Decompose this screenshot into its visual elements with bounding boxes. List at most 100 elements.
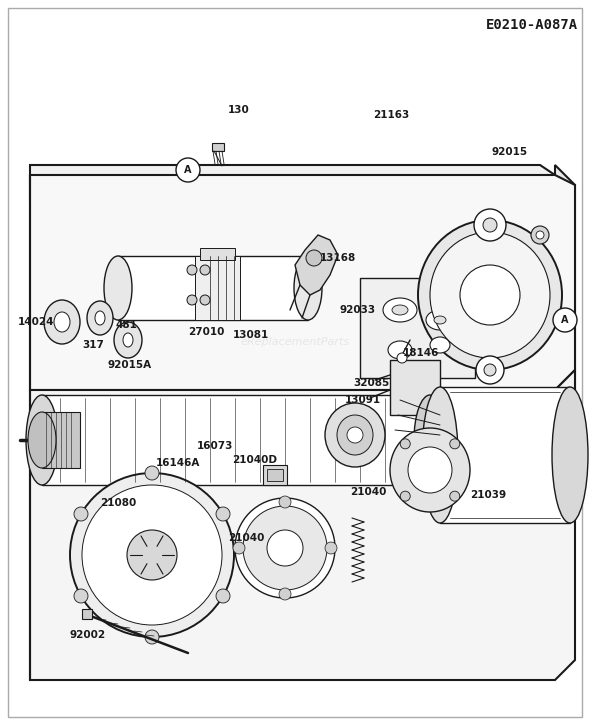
Ellipse shape	[294, 256, 322, 320]
Text: E0210-A087A: E0210-A087A	[486, 18, 578, 32]
Ellipse shape	[325, 403, 385, 467]
Text: 14024: 14024	[18, 317, 54, 327]
Ellipse shape	[28, 412, 56, 468]
Ellipse shape	[114, 322, 142, 358]
Ellipse shape	[95, 311, 105, 325]
Bar	[360, 278, 475, 378]
Text: 92015A: 92015A	[108, 360, 152, 370]
Ellipse shape	[104, 256, 132, 320]
Ellipse shape	[422, 387, 458, 523]
Text: 27010: 27010	[188, 327, 224, 337]
Text: eReplacementParts: eReplacementParts	[241, 337, 349, 347]
Circle shape	[325, 542, 337, 554]
Ellipse shape	[26, 395, 58, 485]
Circle shape	[200, 265, 210, 275]
Bar	[118, 256, 308, 320]
Circle shape	[536, 231, 544, 239]
Circle shape	[400, 491, 410, 501]
Circle shape	[400, 439, 410, 449]
Bar	[82, 609, 92, 619]
Ellipse shape	[388, 341, 412, 359]
Circle shape	[531, 226, 549, 244]
Ellipse shape	[347, 427, 363, 443]
Ellipse shape	[426, 310, 454, 330]
Bar	[390, 360, 440, 415]
Polygon shape	[30, 370, 575, 680]
Circle shape	[553, 308, 577, 332]
Bar	[42, 395, 430, 485]
Bar	[200, 248, 235, 260]
Circle shape	[306, 250, 322, 266]
Circle shape	[70, 473, 234, 637]
Ellipse shape	[434, 316, 446, 324]
Ellipse shape	[337, 415, 373, 455]
Circle shape	[397, 353, 407, 363]
Ellipse shape	[54, 312, 70, 332]
Circle shape	[200, 295, 210, 305]
Text: 18146: 18146	[403, 348, 440, 358]
Ellipse shape	[418, 220, 562, 370]
Text: 13168: 13168	[320, 253, 356, 263]
Ellipse shape	[390, 428, 470, 512]
Text: 21040: 21040	[228, 533, 264, 543]
Polygon shape	[555, 165, 575, 470]
Text: 21080: 21080	[100, 498, 136, 508]
Circle shape	[74, 589, 88, 603]
Text: 130: 130	[228, 105, 250, 115]
Ellipse shape	[87, 301, 113, 335]
Ellipse shape	[408, 447, 452, 493]
Text: A: A	[561, 315, 569, 325]
Polygon shape	[30, 175, 575, 390]
Ellipse shape	[383, 298, 417, 322]
Circle shape	[235, 498, 335, 598]
Text: 21040D: 21040D	[232, 455, 277, 465]
Circle shape	[74, 507, 88, 521]
Text: 92033: 92033	[340, 305, 376, 315]
Polygon shape	[30, 165, 555, 200]
Text: A: A	[184, 165, 192, 175]
Bar	[42, 412, 80, 468]
Circle shape	[127, 530, 177, 580]
Circle shape	[187, 265, 197, 275]
Circle shape	[233, 542, 245, 554]
Text: 481: 481	[116, 320, 138, 330]
Ellipse shape	[123, 333, 133, 347]
Circle shape	[279, 588, 291, 600]
Text: 92002: 92002	[70, 630, 106, 640]
Circle shape	[484, 364, 496, 376]
Circle shape	[82, 485, 222, 625]
Circle shape	[267, 530, 303, 566]
Polygon shape	[295, 235, 338, 295]
Text: 32085: 32085	[353, 378, 389, 388]
Text: 13081: 13081	[233, 330, 269, 340]
Circle shape	[279, 496, 291, 508]
Ellipse shape	[552, 387, 588, 523]
Ellipse shape	[430, 232, 550, 358]
Ellipse shape	[430, 337, 450, 353]
Ellipse shape	[460, 265, 520, 325]
Text: 21163: 21163	[373, 110, 409, 120]
Bar	[440, 387, 570, 523]
Circle shape	[187, 295, 197, 305]
Bar	[212, 143, 224, 151]
Circle shape	[483, 218, 497, 232]
Circle shape	[216, 507, 230, 521]
Circle shape	[243, 506, 327, 590]
Circle shape	[216, 589, 230, 603]
Circle shape	[450, 439, 460, 449]
Text: 21040: 21040	[350, 487, 386, 497]
Bar	[267, 469, 283, 481]
Ellipse shape	[44, 300, 80, 344]
Text: 317: 317	[82, 340, 104, 350]
Ellipse shape	[414, 395, 446, 485]
Text: 16073: 16073	[197, 441, 234, 451]
Text: 92015: 92015	[492, 147, 528, 157]
Text: 21039: 21039	[470, 490, 506, 500]
Ellipse shape	[392, 305, 408, 315]
Bar	[263, 465, 287, 485]
Circle shape	[145, 630, 159, 644]
Bar	[195, 256, 240, 320]
Circle shape	[450, 491, 460, 501]
Text: 16146A: 16146A	[156, 458, 201, 468]
Circle shape	[476, 356, 504, 384]
